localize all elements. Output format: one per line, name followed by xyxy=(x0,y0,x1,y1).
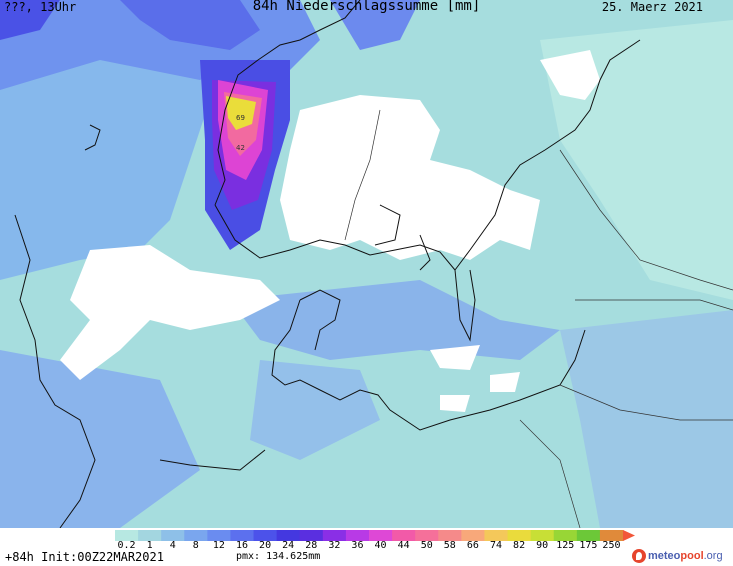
legend-label: 175 xyxy=(579,540,598,551)
legend-swatch xyxy=(115,530,139,541)
dry-area-northsea xyxy=(60,245,280,380)
brand-part3: .org xyxy=(703,550,723,562)
legend-swatch xyxy=(184,530,208,541)
dry-area-finland xyxy=(540,50,600,100)
legend-swatch xyxy=(438,530,462,541)
pmx-label: pmx: 134.625mm xyxy=(236,551,321,562)
legend-swatch xyxy=(576,530,601,541)
map-value-69: 69 xyxy=(236,114,245,122)
legend-label: 28 xyxy=(305,540,318,551)
precipitation-map: 69 42 xyxy=(0,0,733,528)
legend-swatch xyxy=(507,530,532,541)
brand-part2: pool xyxy=(680,550,704,562)
precip-band-poland xyxy=(560,310,733,528)
legend-swatch xyxy=(230,530,255,541)
legend-label: 36 xyxy=(351,540,364,551)
legend-swatch xyxy=(415,530,439,541)
map-value-42: 42 xyxy=(236,144,245,152)
legend-label: 250 xyxy=(602,540,621,551)
dry-area-poland xyxy=(440,395,470,412)
legend-label: 24 xyxy=(282,540,295,551)
brand-part1: meteo xyxy=(648,550,681,562)
legend-label: 58 xyxy=(443,540,456,551)
dry-area-small xyxy=(490,372,520,392)
map-title: 84h Niederschlagssumme [mm] xyxy=(252,0,481,14)
legend-label: 4 xyxy=(169,540,176,551)
legend-swatch xyxy=(138,530,162,541)
legend-label: 40 xyxy=(374,540,387,551)
legend-label: 125 xyxy=(556,540,575,551)
legend-label: 0.2 xyxy=(117,540,136,551)
meteopool-logo-icon xyxy=(632,549,646,563)
legend-label: 20 xyxy=(259,540,272,551)
legend-label: 50 xyxy=(420,540,433,551)
precip-band-top2 xyxy=(330,0,420,50)
legend-swatch xyxy=(369,530,393,541)
legend-label: 66 xyxy=(466,540,479,551)
legend-swatch xyxy=(276,530,301,541)
dry-area-baltic xyxy=(430,345,480,370)
legend-swatch xyxy=(392,530,416,541)
legend-swatch xyxy=(461,530,486,541)
precip-norway-yellow xyxy=(226,96,256,130)
precip-band-channel xyxy=(230,280,560,360)
legend-swatch xyxy=(299,530,324,541)
legend-label: 90 xyxy=(536,540,549,551)
init-time-label: +84h Init:00Z22MAR2021 xyxy=(5,550,164,564)
dry-area-scandinavia xyxy=(280,95,540,260)
valid-time-label: ???, 13Uhr xyxy=(4,0,77,14)
precip-band-west xyxy=(0,40,210,280)
color-legend xyxy=(115,530,635,541)
meteopool-logo[interactable]: meteo pool .org xyxy=(632,549,723,563)
legend-arrow xyxy=(623,530,635,541)
legend-swatch xyxy=(207,530,232,541)
legend-label: 16 xyxy=(235,540,249,551)
legend-swatch xyxy=(553,530,578,541)
precip-band-southwest xyxy=(0,350,200,528)
precip-band-south xyxy=(250,360,380,460)
legend-swatch xyxy=(345,530,370,541)
legend-swatch xyxy=(322,530,347,541)
date-label: 25. Maerz 2021 xyxy=(601,0,703,14)
precip-band-north xyxy=(120,0,260,50)
legend-swatch xyxy=(484,530,509,541)
legend-swatch xyxy=(530,530,555,541)
precip-band-topleft xyxy=(0,0,60,40)
legend-label: 82 xyxy=(513,540,526,551)
coastlines xyxy=(14,0,641,528)
legend-label: 74 xyxy=(489,540,503,551)
legend-label: 12 xyxy=(212,540,225,551)
legend-swatch xyxy=(253,530,278,541)
legend-label: 32 xyxy=(328,540,341,551)
legend-swatch xyxy=(599,530,624,541)
legend-swatch xyxy=(161,530,185,541)
legend-label: 1 xyxy=(146,540,153,551)
legend-label: 8 xyxy=(192,540,199,551)
legend-label: 44 xyxy=(397,540,410,551)
borders xyxy=(344,109,733,528)
